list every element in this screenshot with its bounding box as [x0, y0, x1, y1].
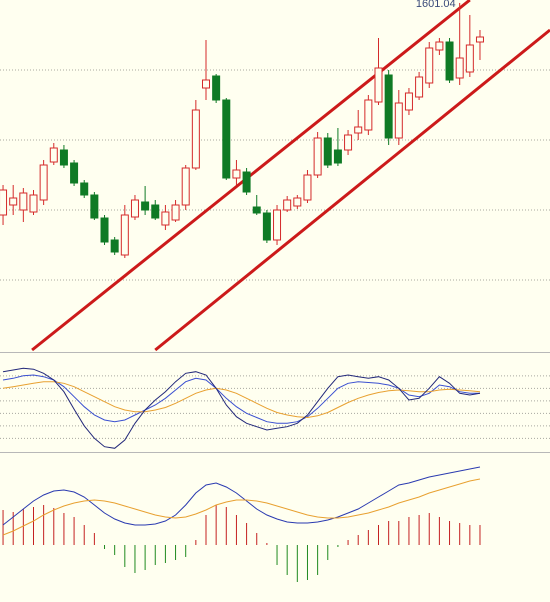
candle-body [303, 174, 312, 201]
candle-body [283, 199, 292, 211]
candle-body [222, 99, 231, 179]
series-line [2, 466, 481, 526]
candle-body [191, 109, 200, 169]
candle-body [425, 47, 434, 84]
candle-body [130, 199, 139, 218]
candle-body [120, 214, 129, 256]
candle-body [475, 36, 484, 43]
trend-line [154, 28, 550, 352]
candle-body [49, 147, 58, 163]
candle-body [100, 217, 109, 243]
candle-body [394, 102, 403, 139]
candle-body [313, 137, 322, 176]
candle-body [80, 182, 89, 196]
candle-body [212, 75, 221, 101]
candle-body [181, 167, 190, 206]
candle-body [354, 126, 363, 134]
candle-body [59, 149, 68, 166]
high-label: 1601.04 [416, 0, 456, 10]
candle-body [293, 197, 302, 207]
candle-body [29, 194, 38, 213]
candle-body [201, 79, 210, 89]
candle-body [0, 189, 8, 216]
candle-body [435, 41, 444, 51]
candle-body [70, 162, 79, 184]
candle-body [415, 76, 424, 98]
candle-body [110, 239, 119, 253]
candle-body [262, 212, 271, 241]
series-line [2, 478, 481, 536]
candle-body [333, 149, 342, 164]
candle-body [364, 99, 373, 131]
candle-body [404, 92, 413, 111]
candle-body [141, 201, 150, 211]
series-line [2, 367, 481, 449]
candle-body [455, 57, 464, 79]
trend-line [31, 0, 471, 352]
candle-body [323, 137, 332, 166]
candle-body [9, 197, 18, 206]
candle-body [252, 206, 261, 214]
candle-body [171, 204, 180, 221]
candle-body [445, 41, 454, 81]
candle-body [374, 67, 383, 103]
candle-body [161, 211, 170, 226]
candle-body [90, 194, 99, 219]
series-line [2, 374, 480, 424]
candle-body [39, 164, 48, 201]
candle-body [19, 192, 28, 211]
candle-body [465, 44, 474, 73]
candle-body [242, 171, 251, 193]
candle-body [344, 134, 353, 151]
candle-body [384, 74, 393, 139]
candle-body [273, 209, 282, 241]
candle-body [232, 169, 241, 179]
candle-body [151, 204, 160, 219]
